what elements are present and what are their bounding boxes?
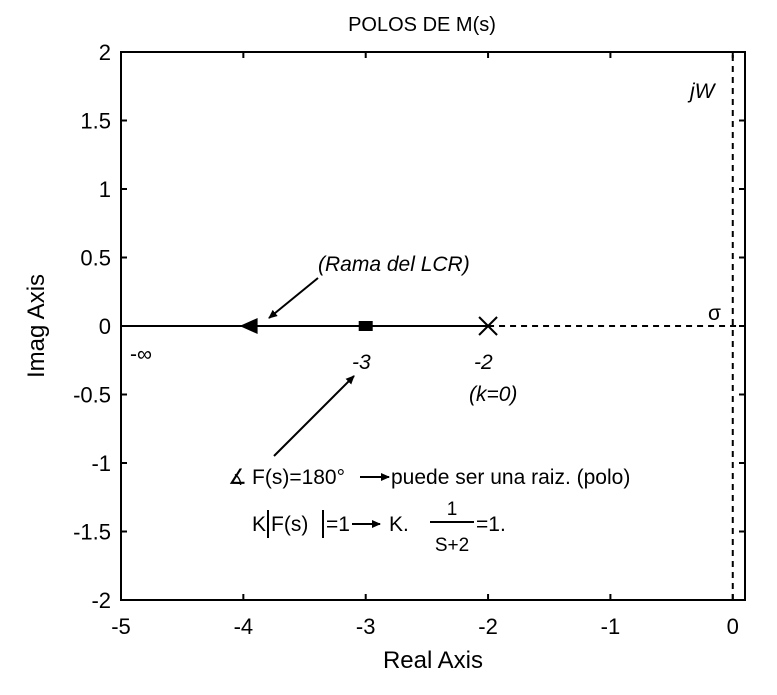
y-tick-label: 0 bbox=[99, 314, 111, 339]
magnitude-f: F(s) bbox=[271, 513, 308, 536]
series-group bbox=[121, 52, 745, 600]
x-axis-label: Real Axis bbox=[383, 647, 483, 674]
test-point bbox=[358, 321, 373, 331]
y-tick-label: -1.5 bbox=[73, 520, 111, 545]
x-tick-label: 0 bbox=[727, 614, 739, 639]
minus-infinity-label: -∞ bbox=[130, 343, 152, 366]
x-axis-ticks: -5 -4 -3 -2 -1 0 bbox=[111, 52, 739, 639]
markers-group bbox=[239, 316, 498, 336]
angle-result: puede ser una raiz. (polo) bbox=[391, 466, 630, 489]
jw-label: jW bbox=[687, 80, 717, 103]
fraction-numerator: 1 bbox=[447, 499, 458, 520]
x-tick-label: -4 bbox=[234, 614, 254, 639]
magnitude-k-dot: K. bbox=[389, 513, 409, 536]
y-tick-label: -2 bbox=[91, 588, 111, 613]
open-loop-pole bbox=[478, 316, 498, 336]
direction-arrow bbox=[239, 318, 258, 334]
x-tick-label: -2 bbox=[478, 614, 498, 639]
y-tick-label: 1 bbox=[99, 177, 111, 202]
angle-condition: F(s)=180° bbox=[252, 466, 345, 489]
y-axis-label: Imag Axis bbox=[23, 274, 50, 378]
x-tick-label: -5 bbox=[111, 614, 131, 639]
x-tick-label: -1 bbox=[601, 614, 621, 639]
y-tick-label: 2 bbox=[99, 40, 111, 65]
chart-title: POLOS DE M(s) bbox=[348, 14, 496, 36]
rama-arrow bbox=[268, 277, 319, 319]
magnitude-k: K bbox=[252, 513, 266, 536]
magnitude-eq: =1 bbox=[326, 513, 350, 536]
y-axis-ticks: 2 1.5 1 0.5 0 -0.5 -1 -1.5 -2 bbox=[73, 40, 745, 613]
y-tick-label: 0.5 bbox=[80, 246, 111, 271]
sigma-label: σ bbox=[708, 302, 721, 325]
test-point-arrow bbox=[273, 375, 355, 457]
angle-symbol: ∡ bbox=[228, 466, 247, 489]
fraction-result: =1. bbox=[476, 513, 506, 536]
y-tick-label: -1 bbox=[91, 451, 111, 476]
y-tick-label: -0.5 bbox=[73, 383, 111, 408]
minus-three-label: -3 bbox=[352, 351, 371, 374]
y-tick-label: 1.5 bbox=[80, 109, 111, 134]
x-tick-label: -3 bbox=[356, 614, 376, 639]
minus-two-label: -2 bbox=[474, 351, 493, 374]
fraction-denominator: S+2 bbox=[435, 535, 469, 556]
rama-label: (Rama del LCR) bbox=[318, 253, 470, 276]
k-zero-label: (k=0) bbox=[469, 383, 517, 406]
